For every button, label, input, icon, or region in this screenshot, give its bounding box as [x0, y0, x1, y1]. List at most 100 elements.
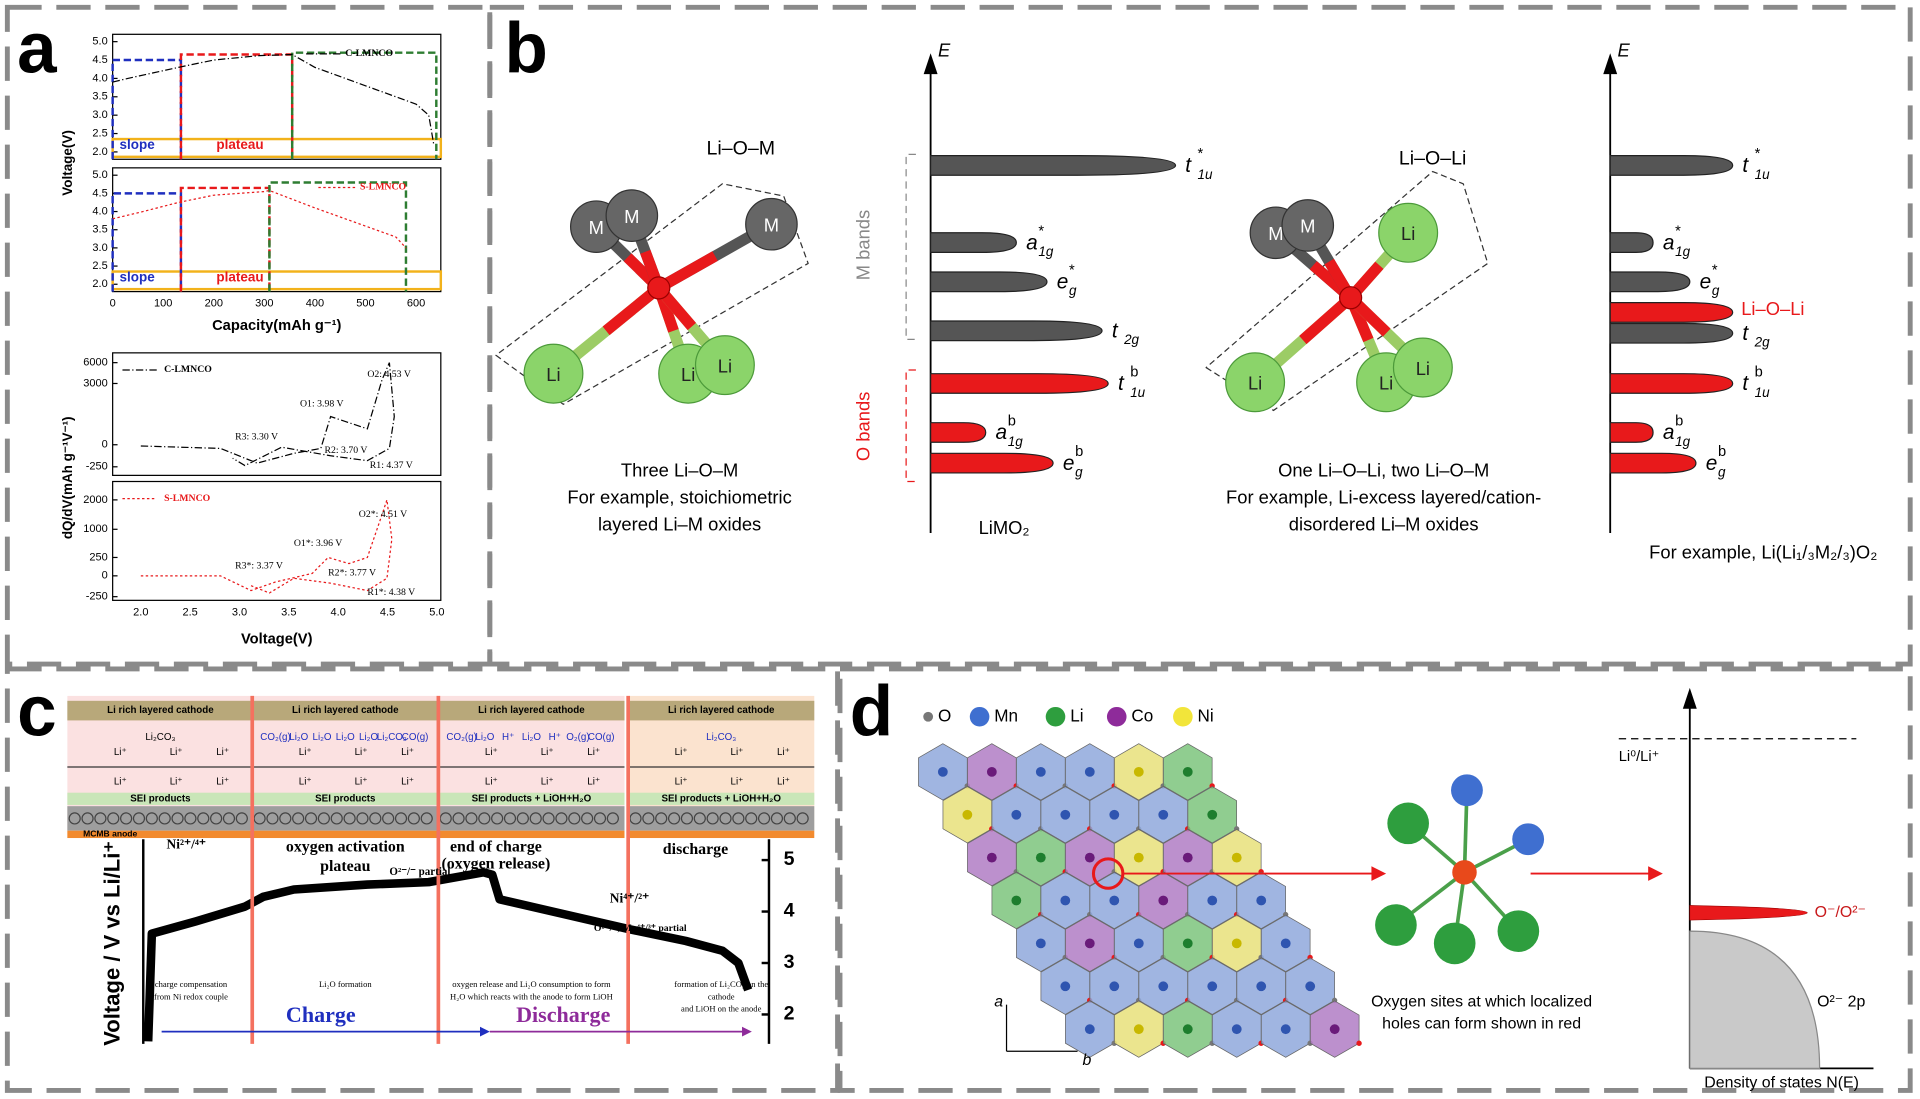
species-label: Li₂O — [336, 732, 355, 743]
graphite — [356, 812, 369, 825]
x-tick-label: 0 — [110, 298, 116, 310]
y-tick-label: 2 — [784, 1003, 795, 1025]
x-tick-label: 4.0 — [331, 607, 346, 619]
y-tick-label: 5 — [784, 848, 795, 870]
caption: layered Li–M oxides — [598, 513, 761, 534]
level-symbol: a — [996, 421, 1008, 444]
caption: Oxygen sites at which localized — [1371, 993, 1592, 1010]
lattice-atom — [1011, 809, 1022, 820]
graphite — [210, 812, 223, 825]
y-tick-label: 6000 — [83, 357, 108, 369]
level-sup: b — [1755, 364, 1763, 380]
curve — [140, 362, 395, 467]
atom — [1497, 910, 1540, 952]
axis-label: a — [994, 993, 1003, 1010]
graphite — [452, 812, 465, 825]
y-tick-label: 0 — [102, 570, 108, 582]
level-sub: 2g — [1754, 335, 1770, 350]
ion-label: Li⁺ — [170, 747, 183, 758]
level-sup: * — [1198, 146, 1204, 162]
level-symbol: t — [1742, 154, 1749, 177]
lattice-atom — [1305, 981, 1316, 992]
lattice-atom — [937, 766, 948, 777]
level-symbol: e — [1700, 271, 1712, 294]
lattice-atom — [1084, 766, 1095, 777]
sei-label: SEI products — [315, 793, 376, 804]
species-label: Li₂O — [289, 732, 308, 743]
phase-label: Discharge — [516, 1002, 610, 1027]
graphite — [120, 812, 133, 825]
level-symbol: t — [1742, 322, 1749, 345]
panel-d-border — [837, 666, 1913, 1093]
ion-label: Li⁺ — [731, 747, 744, 758]
y-tick-label: 2000 — [83, 494, 108, 506]
dos-band — [1689, 930, 1821, 1069]
atom — [605, 189, 659, 242]
lattice-atom — [1133, 766, 1144, 777]
anode-label: MCMB anode — [83, 829, 137, 839]
caption: For example, stoichiometric — [567, 487, 791, 508]
lattice-atom — [1158, 895, 1169, 906]
atom-label: M — [1300, 216, 1315, 237]
species-label: O₂(g) — [566, 732, 589, 743]
curve — [112, 53, 435, 145]
level-bar — [930, 271, 1048, 293]
x-tick-label: 400 — [306, 298, 324, 310]
anode — [628, 806, 815, 831]
x-tick-label: 2.5 — [183, 607, 198, 619]
x-tick-label: 600 — [407, 298, 425, 310]
x-tick-label: 500 — [356, 298, 374, 310]
y-axis-label: Voltage(V) — [60, 130, 75, 196]
region-box — [111, 270, 443, 291]
ion-label: Li⁺ — [299, 776, 312, 787]
species-label: Li₂CO₃ — [145, 732, 175, 743]
legend-atom — [1173, 706, 1193, 727]
caption: holes can form shown in red — [1382, 1015, 1581, 1032]
graphite — [68, 812, 81, 825]
graphite — [420, 812, 433, 825]
sei — [67, 792, 254, 805]
lattice-atom — [962, 809, 973, 820]
oxygen-atom — [1452, 860, 1477, 885]
level-bar — [930, 232, 1017, 254]
graphite — [465, 812, 478, 825]
plot-frame — [112, 352, 442, 476]
lattice-atom — [1035, 938, 1046, 949]
graphite — [158, 812, 171, 825]
lattice-atom — [1060, 809, 1071, 820]
species-label: CO(g) — [402, 732, 429, 743]
caption: One Li–O–Li, two Li–O–M — [1278, 460, 1489, 481]
lattice-atom — [1035, 766, 1046, 777]
y-tick-label: 5.0 — [92, 169, 107, 181]
band-label: M bands — [852, 210, 873, 280]
lattice-atom — [1158, 981, 1169, 992]
y-tick-label: 2.0 — [92, 146, 107, 158]
lattice-atom — [1329, 1024, 1340, 1035]
level-symbol: t — [1112, 320, 1119, 343]
atom — [1387, 802, 1429, 845]
lattice-atom — [1207, 809, 1218, 820]
curve — [112, 189, 407, 249]
arrow-head — [1371, 866, 1387, 881]
legend-label: S-LMNCO — [360, 182, 407, 193]
atom-label: M — [764, 215, 779, 236]
cathode — [628, 700, 815, 721]
peak-label: O2*: 4.51 V — [359, 509, 407, 520]
level-symbol: a — [1663, 421, 1675, 444]
y-tick-label: 3000 — [83, 377, 108, 389]
level-bar — [930, 320, 1103, 342]
graphite — [655, 812, 668, 825]
lattice-atom — [1060, 981, 1071, 992]
lattice-atom — [1084, 938, 1095, 949]
level-sub: g — [1075, 464, 1083, 479]
region-box — [179, 186, 271, 292]
lattice-atom — [1133, 1024, 1144, 1035]
plot-frame — [112, 480, 442, 601]
y-tick-label: 3.0 — [92, 109, 107, 121]
graphite — [581, 812, 594, 825]
ion-label: Li⁺ — [541, 776, 554, 787]
y-tick-label: 2.0 — [92, 278, 107, 290]
lattice-atom — [1256, 981, 1267, 992]
axis-label: E — [938, 39, 951, 60]
ion-label: Li⁺ — [216, 747, 229, 758]
